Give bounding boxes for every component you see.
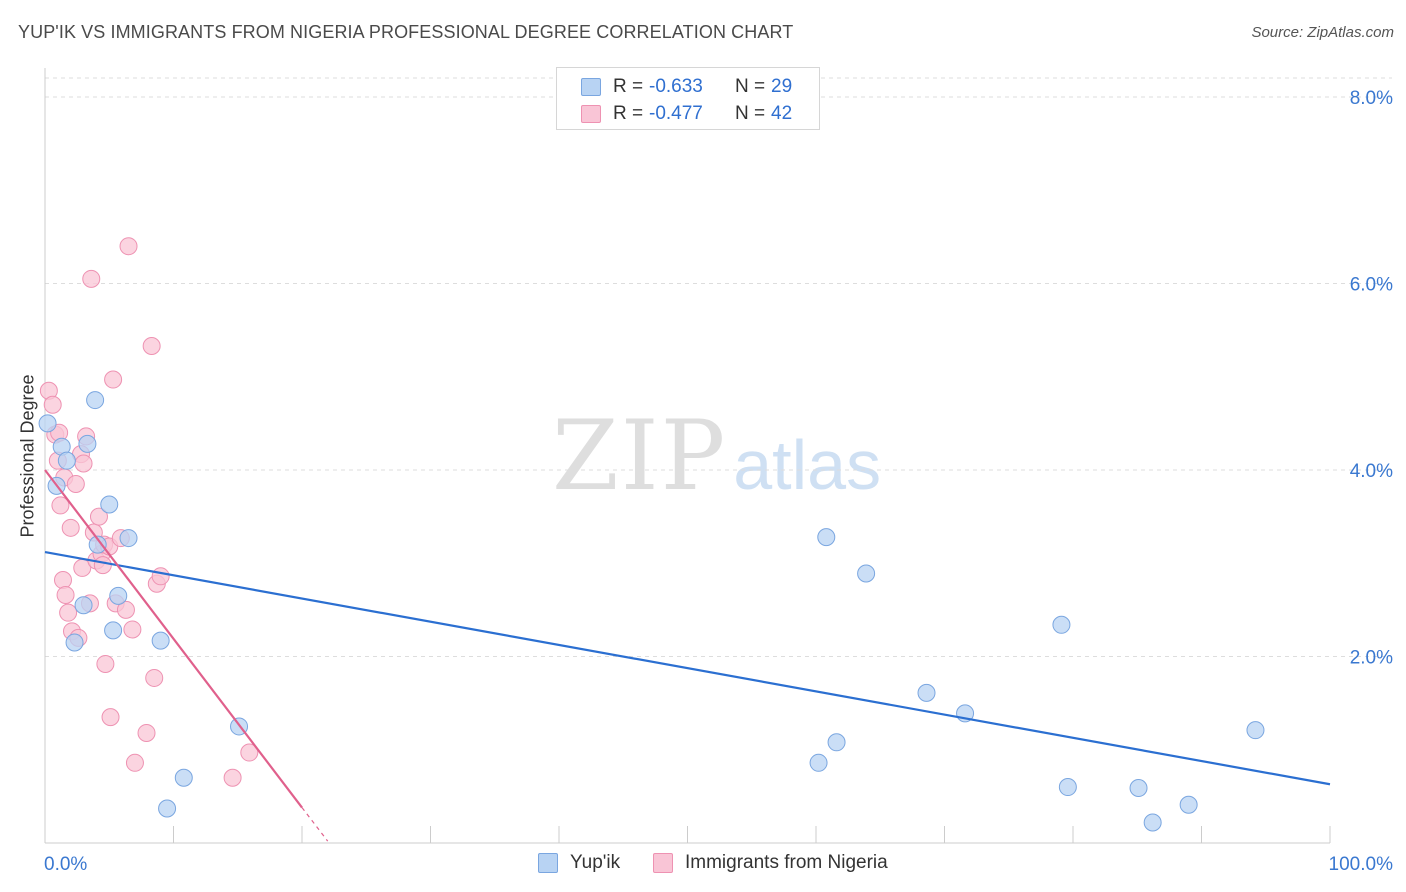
yupik-point: [100, 495, 119, 514]
nigeria-point: [93, 556, 112, 575]
yupik-point: [88, 535, 107, 554]
nigeria-point: [59, 603, 78, 622]
yupik-point: [104, 621, 123, 640]
yupik-point: [809, 753, 828, 772]
yupik-trend-line: [44, 550, 1331, 786]
nigeria-trend-line: [44, 469, 303, 809]
yupik-point: [827, 733, 846, 752]
nigeria-point: [56, 585, 75, 604]
y-tick-label: 6.0%: [1350, 275, 1393, 296]
yupik-point: [857, 564, 876, 583]
nigeria-point: [151, 567, 170, 586]
yupik-point: [109, 586, 128, 605]
yupik-point: [38, 414, 57, 433]
nigeria-point: [66, 474, 85, 493]
legend-r-label: R =: [613, 76, 644, 97]
bottom-legend-label-yupik: Yup'ik: [570, 852, 621, 873]
nigeria-point: [142, 336, 161, 355]
correlation-legend: R = -0.633 N = 29 R = -0.477 N = 42: [556, 67, 820, 130]
nigeria-point: [51, 496, 70, 515]
nigeria-point: [82, 269, 101, 288]
nigeria-point: [125, 753, 144, 772]
nigeria-point: [61, 518, 80, 537]
legend-swatch-nigeria: [581, 105, 601, 123]
legend-swatch-yupik: [581, 78, 601, 96]
legend-r-value: -0.477: [649, 103, 703, 124]
y-axis-label: Professional Degree: [17, 374, 38, 538]
yupik-point: [65, 633, 84, 652]
legend-n-value: 29: [771, 76, 793, 97]
legend-n-value: 42: [771, 103, 793, 124]
yupik-point: [917, 683, 936, 702]
legend-r-label: R =: [613, 103, 644, 124]
nigeria-point: [89, 507, 108, 526]
source-label: Source: ZipAtlas.com: [1251, 24, 1394, 41]
y-tick-label: 2.0%: [1350, 648, 1393, 669]
yupik-point: [57, 451, 76, 470]
nigeria-point: [74, 454, 93, 473]
nigeria-point: [145, 668, 164, 687]
legend-n-label: N =: [735, 103, 766, 124]
chart-title: YUP'IK VS IMMIGRANTS FROM NIGERIA PROFES…: [18, 22, 794, 42]
yupik-point: [1058, 778, 1077, 797]
nigeria-point: [116, 600, 135, 619]
legend-r-value: -0.633: [649, 76, 703, 97]
y-tick-label: 4.0%: [1350, 461, 1393, 482]
nigeria-point: [119, 237, 138, 256]
yupik-point: [1129, 778, 1148, 797]
bottom-legend-swatch-yupik: [538, 853, 558, 873]
yupik-point: [78, 434, 97, 453]
bottom-legend-label-nigeria: Immigrants from Nigeria: [685, 852, 888, 873]
yupik-point: [174, 768, 193, 787]
legend-n-label: N =: [735, 76, 766, 97]
yupik-point: [817, 528, 836, 547]
yupik-point: [1143, 813, 1162, 832]
yupik-point: [158, 799, 177, 818]
nigeria-point: [104, 370, 123, 389]
yupik-point: [1179, 795, 1198, 814]
yupik-point: [1052, 615, 1071, 634]
yupik-point: [1246, 721, 1265, 740]
nigeria-point: [223, 768, 242, 787]
yupik-point: [119, 529, 138, 548]
nigeria-point: [240, 743, 259, 762]
nigeria-point: [53, 571, 72, 590]
yupik-point: [151, 631, 170, 650]
x-tick-label-min: 0.0%: [44, 854, 87, 875]
nigeria-point: [137, 723, 156, 742]
nigeria-point: [43, 395, 62, 414]
nigeria-point: [101, 708, 120, 727]
nigeria-trend-extension: [301, 807, 329, 842]
nigeria-point: [123, 620, 142, 639]
bottom-legend-swatch-nigeria: [653, 853, 673, 873]
nigeria-point: [96, 654, 115, 673]
y-tick-label: 8.0%: [1350, 88, 1393, 109]
x-tick-label-max: 100.0%: [1329, 854, 1394, 875]
yupik-point: [86, 391, 105, 410]
yupik-point: [74, 596, 93, 615]
